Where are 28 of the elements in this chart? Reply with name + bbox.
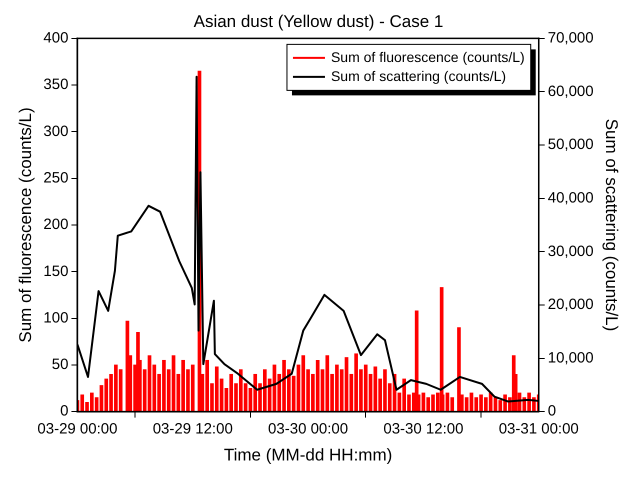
x-tick-label: 03-29 00:00 (37, 420, 118, 438)
x-tick-label: 03-30 12:00 (383, 420, 464, 438)
y2-tick-label: 0 (548, 402, 556, 420)
y2-tick-label: 40,000 (548, 189, 594, 206)
y-tick-label: 100 (43, 309, 68, 326)
y-tick-label: 250 (43, 169, 68, 186)
y-tick-label: 300 (43, 122, 68, 140)
y2-tick-label: 30,000 (548, 242, 594, 260)
y2-tick-label: 70,000 (548, 30, 594, 47)
legend-label: Sum of scattering (counts/L) (330, 68, 506, 84)
y-tick-label: 350 (43, 76, 68, 94)
x-tick-label: 03-29 12:00 (152, 420, 233, 438)
x-tick-label: 03-30 00:00 (268, 420, 348, 438)
x-axis-title: Time (MM-dd HH:mm) (224, 445, 392, 464)
legend-label: Sum of fluorescence (counts/L) (330, 48, 525, 65)
y-tick-label: 0 (60, 402, 68, 420)
y-tick-label: 150 (43, 262, 68, 280)
y-axis-title: Sum of fluorescence (counts/L) (16, 107, 35, 343)
chart-title: Asian dust (Yellow dust) - Case 1 (194, 12, 444, 31)
y-tick-label: 200 (43, 216, 68, 234)
y2-tick-label: 20,000 (548, 296, 594, 314)
y2-axis-title: Sum of scattering (counts/L) (602, 118, 622, 332)
y2-tick-label: 60,000 (548, 82, 594, 100)
x-tick-label: 03-31 00:00 (498, 420, 579, 438)
y-tick-label: 400 (43, 30, 68, 47)
y2-tick-label: 10,000 (548, 349, 594, 366)
y2-tick-label: 50,000 (548, 136, 594, 154)
y-tick-label: 50 (52, 356, 68, 374)
